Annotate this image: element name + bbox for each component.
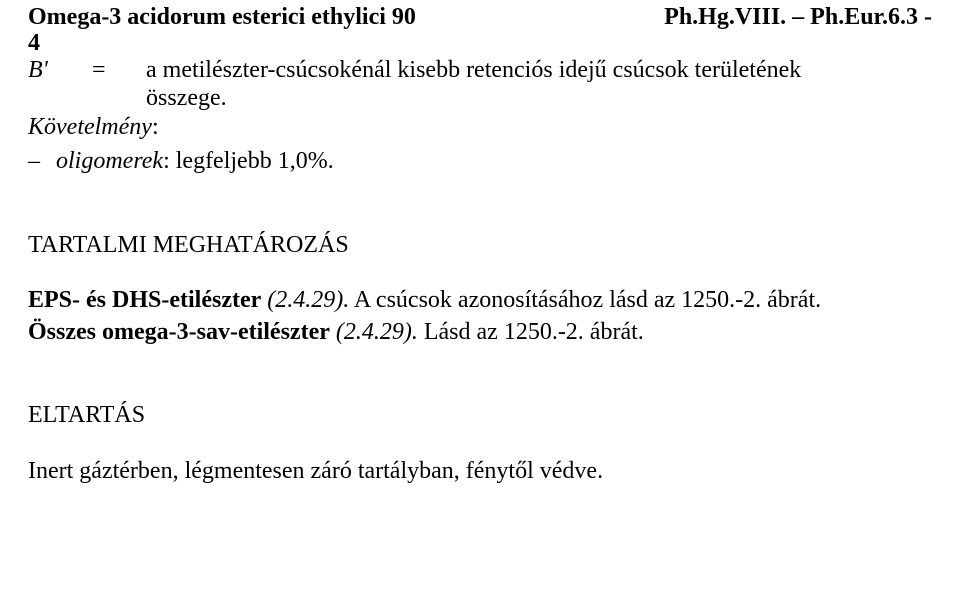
requirement-word: Követelmény [28, 114, 152, 140]
header-right: Ph.Hg.VIII. – Ph.Eur.6.3 - [664, 4, 932, 32]
section-title-storage: ELTARTÁS [28, 402, 932, 430]
oligomer-italic: oligomerek [56, 148, 163, 174]
list-dash: – [28, 148, 56, 176]
omega-rest: Lásd az 1250.-2. ábrát. [418, 319, 644, 345]
eps-paragraph: EPS- és DHS-etilészter (2.4.29). A csúcs… [28, 287, 932, 315]
page-number: 4 [28, 30, 932, 58]
header-left: Omega-3 acidorum esterici ethylici 90 [28, 4, 416, 32]
oligomer-item: –oligomerek: legfeljebb 1,0%. [28, 148, 932, 176]
eps-italic: (2.4.29). [261, 287, 349, 313]
omega-paragraph: Összes omega-3-sav-etilészter (2.4.29). … [28, 319, 932, 347]
eps-bold: EPS- és DHS-etilészter [28, 287, 261, 313]
oligomer-rest: : legfeljebb 1,0%. [163, 148, 334, 174]
definition-equals: = [92, 57, 146, 85]
definition-text-line2: összege. [146, 85, 932, 113]
requirement-colon: : [152, 114, 159, 140]
omega-bold: Összes omega-3-sav-etilészter [28, 319, 330, 345]
document-page: Omega-3 acidorum esterici ethylici 90 Ph… [0, 0, 960, 603]
requirement-label: Követelmény: [28, 114, 932, 142]
definition-row: B' = a metilészter-csúcsokénál kisebb re… [28, 57, 932, 85]
definition-symbol: B' [28, 57, 92, 85]
definition-text-line1: a metilészter-csúcsokénál kisebb retenci… [146, 57, 932, 85]
eps-rest: A csúcsok azonosításához lásd az 1250.-2… [349, 287, 821, 313]
omega-italic: (2.4.29). [330, 319, 418, 345]
page-header: Omega-3 acidorum esterici ethylici 90 Ph… [28, 4, 932, 32]
definition-block: B' = a metilészter-csúcsokénál kisebb re… [28, 57, 932, 112]
section-title-content-determination: TARTALMI MEGHATÁROZÁS [28, 232, 932, 260]
storage-paragraph: Inert gáztérben, légmentesen záró tartál… [28, 458, 932, 486]
